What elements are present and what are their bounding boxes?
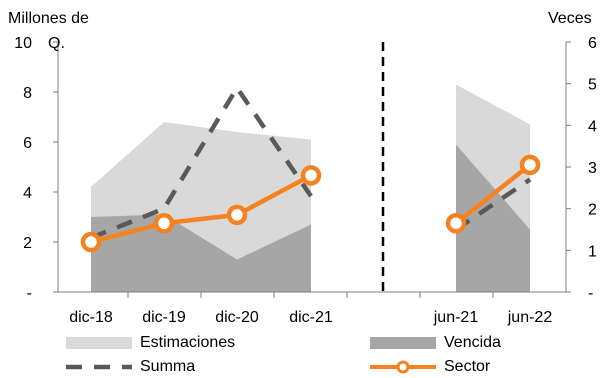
legend-label-estimaciones: Estimaciones — [140, 334, 236, 351]
marker-sector-dic-20 — [226, 204, 248, 226]
x-tick-label-jun-21: jun-21 — [433, 309, 479, 326]
legend-swatch-sector — [370, 360, 436, 374]
x-tick-label-dic-19: dic-19 — [142, 309, 186, 326]
y-left-axis-title-line-1: Millones de — [8, 10, 89, 27]
y-right-tick-label-5: 5 — [588, 77, 597, 94]
legend-swatch-summa — [66, 364, 132, 370]
legend-label-summa: Summa — [140, 358, 196, 375]
area-vencida-left — [91, 214, 311, 292]
marker-sector-jun-22 — [519, 154, 541, 176]
axes-layer: - 2 4 6 8 10 - 1 2 3 4 5 6 dic-18 dic-19 dic-20 dic-21 ju… — [14, 35, 597, 326]
legend-swatch-vencida — [370, 337, 436, 349]
x-tick-label-dic-18: dic-18 — [69, 309, 113, 326]
x-tick-label-dic-20: dic-20 — [215, 309, 259, 326]
y-right-tick-label-6: 6 — [588, 35, 597, 52]
legend: Estimaciones Vencida Summa Sector — [0, 330, 605, 376]
marker-sector-dic-21 — [300, 165, 322, 186]
x-tick-label-jun-22: jun-22 — [507, 309, 553, 326]
line-summa-left — [90, 85, 313, 240]
y-right-axis-title: Veces — [548, 10, 592, 27]
y-left-tick-label-4: 8 — [23, 85, 32, 102]
lines-layer — [80, 85, 541, 253]
legend-item-summa: Summa — [66, 356, 195, 378]
y-right-tick-label-3: 3 — [588, 160, 597, 177]
legend-label-vencida: Vencida — [444, 334, 501, 351]
y-left-tick-label-0: - — [27, 285, 32, 302]
legend-label-sector: Sector — [444, 358, 491, 375]
x-tick-label-dic-21: dic-21 — [289, 309, 333, 326]
legend-item-vencida: Vencida — [370, 332, 501, 354]
y-left-tick-label-5: 10 — [14, 35, 32, 52]
y-right-tick-label-2: 2 — [588, 202, 597, 219]
line-summa-right — [454, 177, 532, 232]
y-right-tick-label-0: - — [588, 285, 593, 302]
chart: - 2 4 6 8 10 - 1 2 3 4 5 6 dic-18 dic-19 dic-20 dic-21 ju… — [8, 10, 597, 326]
y-left-tick-label-2: 4 — [23, 185, 32, 202]
legend-swatch-estimaciones — [66, 337, 132, 349]
area-vencida-right — [456, 144, 530, 292]
marker-sector-dic-18 — [80, 231, 102, 253]
y-left-tick-label-1: 2 — [23, 235, 32, 252]
legend-item-sector: Sector — [370, 356, 490, 378]
marker-sector-dic-19 — [153, 213, 175, 234]
line-sector-right — [454, 163, 532, 226]
y-right-tick-label-1: 1 — [588, 243, 597, 260]
y-left-axis-title-line-2: Q. — [48, 35, 65, 52]
y-right-tick-label-4: 4 — [588, 118, 597, 135]
marker-sector-jun-21 — [445, 213, 467, 234]
line-sector-left — [90, 173, 313, 245]
y-left-tick-label-3: 6 — [23, 135, 32, 152]
areas-layer — [91, 84, 530, 292]
legend-item-estimaciones: Estimaciones — [66, 332, 235, 354]
